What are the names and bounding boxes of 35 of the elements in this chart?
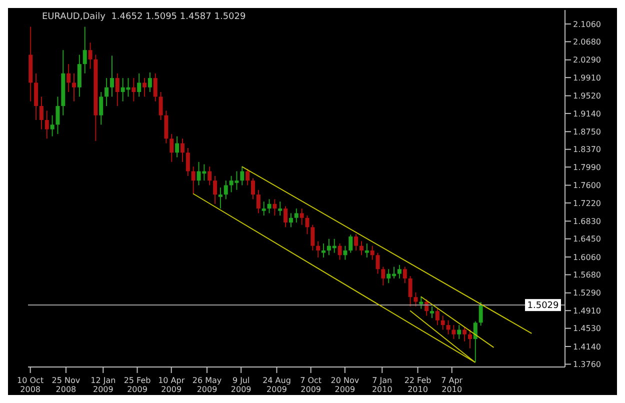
x-tick-label: 7 Jan 2010 xyxy=(372,376,392,394)
y-tick-label: 1.5290 xyxy=(573,288,601,298)
y-tick-label: 1.3760 xyxy=(573,360,601,370)
y-tick-label: 1.8370 xyxy=(573,145,601,154)
y-tick-label: 1.9140 xyxy=(573,109,601,118)
y-tick-label: 2.0680 xyxy=(573,38,601,47)
y-tick-label: 1.7600 xyxy=(573,181,601,190)
x-tick-label: 12 Jan 2009 xyxy=(90,376,116,394)
y-tick-label: 1.6830 xyxy=(573,216,601,226)
x-tick-label: 7 Oct 2009 xyxy=(300,376,322,394)
y-tick-label: 1.9910 xyxy=(573,73,601,82)
x-tick-label: 25 Feb 2009 xyxy=(124,376,151,394)
y-tick-label: 1.5680 xyxy=(573,270,601,280)
y-tick-label: 1.9520 xyxy=(573,92,601,101)
y-tick-label: 2.0290 xyxy=(573,56,601,65)
chart-title: EURAUD,Daily 1.4652 1.5095 1.4587 1.5029 xyxy=(42,12,246,22)
x-tick-label: 20 Nov 2009 xyxy=(330,376,360,394)
x-tick-label: 10 Apr 2009 xyxy=(158,376,186,394)
y-tick-label: 1.6060 xyxy=(573,252,601,262)
y-tick-label: 1.4910 xyxy=(573,306,601,316)
y-tick-label: 1.8750 xyxy=(573,127,601,136)
y-tick-label: 2.1060 xyxy=(573,20,601,29)
y-tick-label: 1.7220 xyxy=(573,198,601,208)
y-tick-label: 1.7990 xyxy=(573,162,601,172)
x-tick-label: 25 Nov 2008 xyxy=(52,376,80,394)
ref-line-label: 1.5029 xyxy=(527,301,560,312)
x-tick-label: 26 May 2009 xyxy=(192,376,222,394)
y-tick-label: 1.4530 xyxy=(573,324,601,334)
x-tick-label: 10 Oct 2008 xyxy=(17,376,44,394)
x-tick-label: 24 Aug 2009 xyxy=(262,376,291,394)
y-tick-label: 1.6450 xyxy=(573,234,601,244)
x-tick-label: 22 Feb 2010 xyxy=(404,376,432,394)
x-tick-label: 9 Jul 2009 xyxy=(230,376,252,394)
y-tick-label: 1.4140 xyxy=(573,342,601,352)
x-tick-label: 7 Apr 2010 xyxy=(441,376,464,394)
